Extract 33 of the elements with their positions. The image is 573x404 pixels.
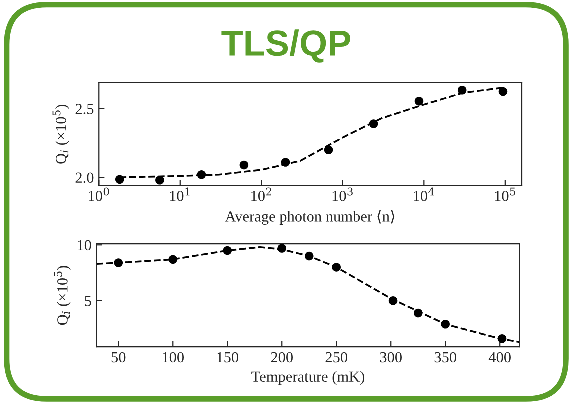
x-tick-label: 300 — [380, 352, 402, 363]
x-tick-label: 10$^{2}$ — [252, 188, 272, 202]
x-tick-label: 10$^{4}$ — [414, 188, 434, 202]
x-tick-label: 10$^{5}$ — [495, 188, 516, 202]
y-tick-label: 2.5 — [76, 104, 94, 114]
x-tick-label: 200 — [271, 352, 293, 363]
x-tick-label: 350 — [434, 352, 456, 363]
x-tick-label: 10$^{1}$ — [170, 188, 190, 202]
point — [304, 252, 314, 261]
x-tick-label: 400 — [488, 352, 511, 363]
point — [498, 334, 507, 344]
x-tick-label: 100 — [163, 352, 184, 363]
x-tick-label: 50 — [112, 352, 126, 363]
point — [388, 296, 398, 306]
point — [278, 244, 287, 253]
point — [414, 308, 423, 318]
point — [168, 255, 178, 264]
y-tick-label: 5 — [85, 296, 92, 306]
point — [114, 258, 124, 268]
x-tick-label: 150 — [218, 352, 238, 363]
point — [223, 246, 232, 256]
chart-title: TLS/QP — [222, 30, 350, 63]
point — [441, 320, 450, 329]
y-tick-label: 10 — [78, 240, 92, 251]
x-axis-title: Temperature (mK) — [252, 371, 365, 386]
y-axis-title: Q$_{i}$ (×10$^{5}$) — [54, 266, 71, 326]
y-tick-label: 2.0 — [76, 172, 94, 184]
y-axis-title: Q$_{i}$ (×10$^{5}$) — [52, 104, 70, 164]
x-tick-label: 250 — [326, 352, 348, 363]
x-tick-label: 10$^{0}$ — [89, 188, 110, 202]
point — [332, 263, 342, 272]
x-tick-label: 10$^{3}$ — [332, 188, 353, 202]
x-axis-title: Average photon number ⟨n⟩ — [225, 210, 395, 225]
